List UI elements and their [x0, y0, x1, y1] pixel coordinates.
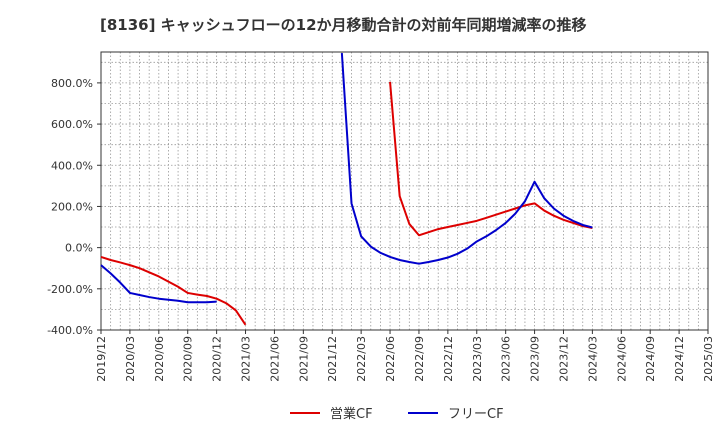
legend-label-0: 営業CF — [330, 406, 373, 422]
legend: 営業CF フリーCF — [290, 406, 504, 422]
x-tick-label: 2023/03 — [471, 336, 484, 382]
x-tick-label: 2019/12 — [95, 336, 108, 382]
series-line-1-segment-1 — [340, 52, 593, 265]
x-tick-label: 2024/12 — [673, 336, 686, 382]
x-tick-label: 2023/09 — [529, 336, 542, 382]
x-tick-label: 2023/12 — [557, 336, 570, 382]
y-tick-label: -200.0% — [47, 283, 93, 296]
x-tick-label: 2024/06 — [615, 336, 628, 382]
x-tick-label: 2020/03 — [124, 336, 137, 382]
y-tick-label: 200.0% — [51, 200, 93, 213]
x-tick-label: 2020/12 — [211, 336, 224, 382]
x-tick-label: 2021/03 — [240, 336, 253, 382]
plot-area — [101, 52, 708, 330]
x-tick-label: 2023/06 — [500, 336, 513, 382]
x-tick-label: 2021/12 — [326, 336, 339, 382]
x-tick-label: 2021/09 — [297, 336, 310, 382]
y-tick-label: 800.0% — [51, 77, 93, 90]
x-tick-label: 2022/09 — [413, 336, 426, 382]
x-tick-label: 2025/03 — [702, 336, 715, 382]
plot-border — [100, 51, 709, 331]
series-lines — [100, 52, 593, 326]
x-tick-label: 2022/12 — [442, 336, 455, 382]
x-tick-label: 2024/09 — [644, 336, 657, 382]
series-line-1-segment-0 — [100, 264, 217, 304]
grid — [100, 52, 709, 331]
y-tick-label: 0.0% — [65, 242, 93, 255]
x-tick-label: 2021/06 — [268, 336, 281, 382]
chart-title: [8136] キャッシュフローの12か月移動合計の対前年同期増減率の推移 — [100, 16, 587, 34]
y-tick-label: -400.0% — [47, 324, 93, 337]
series-line-0-segment-1 — [389, 81, 593, 237]
legend-label-1: フリーCF — [448, 407, 504, 422]
y-tick-label: 600.0% — [51, 118, 93, 131]
x-tick-label: 2022/06 — [384, 336, 397, 382]
series-line-0-segment-0 — [100, 255, 247, 326]
x-tick-label: 2020/09 — [182, 336, 195, 382]
x-tick-label: 2024/03 — [586, 336, 599, 382]
axes: -400.0% -200.0% 0.0% 200.0% 400.0% 600.0% 800.… — [47, 51, 715, 382]
x-tick-label: 2022/03 — [355, 336, 368, 382]
y-tick-label: 400.0% — [51, 159, 93, 172]
x-tick-label: 2020/06 — [153, 336, 166, 382]
